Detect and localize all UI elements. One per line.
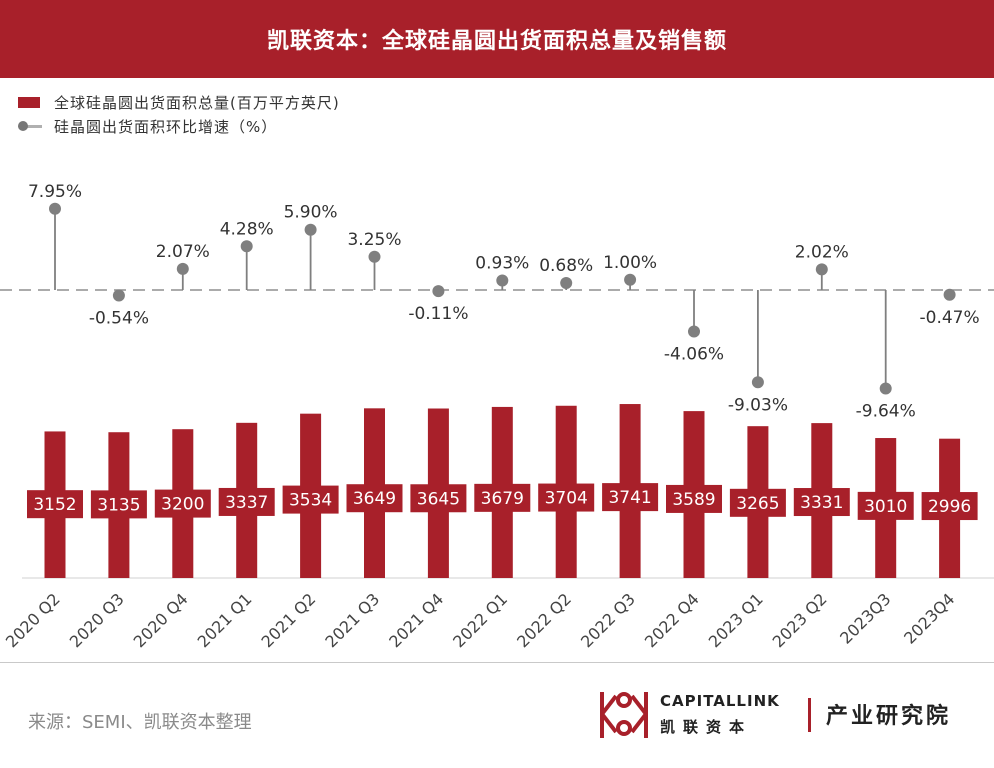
bar-value-label-0: 3152 — [33, 495, 76, 515]
growth-marker-7 — [496, 274, 509, 287]
bar-value-box-10 — [666, 484, 722, 513]
x-tick-label-9: 2022 Q3 — [577, 589, 639, 651]
bar-value-label-1: 3135 — [97, 495, 140, 515]
source-note: 来源：SEMI、凯联资本整理 — [28, 712, 252, 733]
growth-label-3: 4.28% — [220, 219, 274, 239]
header-banner: 凯联资本：全球硅晶圆出货面积总量及销售额 — [0, 0, 994, 78]
x-tick-label-6: 2021 Q4 — [385, 589, 447, 651]
growth-label-7: 0.93% — [475, 253, 529, 273]
growth-marker-12 — [815, 263, 828, 276]
growth-label-5: 3.25% — [347, 230, 401, 250]
growth-label-10: -4.06% — [664, 344, 724, 364]
x-tick-label-3: 2021 Q1 — [194, 589, 256, 651]
chart-legend: 全球硅晶圆出货面积总量(百万平方英尺) 硅晶圆出货面积环比增速（%） — [18, 90, 340, 138]
bar-value-label-11: 3265 — [736, 494, 779, 514]
bar-value-box-7 — [474, 483, 531, 512]
growth-marker-3 — [240, 240, 253, 253]
bar-value-label-2: 3200 — [161, 495, 204, 515]
institute-name: 产业研究院 — [826, 703, 952, 729]
growth-label-6: -0.11% — [408, 304, 468, 324]
bar-value-box-13 — [857, 491, 914, 520]
growth-label-14: -0.47% — [920, 308, 980, 328]
growth-marker-4 — [304, 223, 317, 236]
growth-label-1: -0.54% — [89, 309, 149, 329]
growth-marker-9 — [624, 273, 637, 286]
growth-marker-13 — [879, 382, 892, 395]
bar-value-box-9 — [602, 483, 659, 512]
page-title: 凯联资本：全球硅晶圆出货面积总量及销售额 — [266, 29, 727, 54]
logo-english-name: CAPITALLINK — [660, 692, 780, 710]
x-tick-label-1: 2020 Q3 — [66, 589, 128, 651]
growth-marker-0 — [49, 202, 61, 215]
legend-line-swatch — [18, 120, 42, 132]
footer-divider — [0, 662, 994, 663]
x-tick-label-5: 2021 Q3 — [321, 589, 383, 651]
logo-chinese-name: 凯联资本 — [660, 718, 753, 736]
bar-value-label-10: 3589 — [672, 490, 715, 510]
x-tick-label-14: 2023Q4 — [900, 589, 958, 647]
growth-marker-2 — [176, 262, 189, 275]
bar-value-box-11 — [729, 488, 786, 517]
growth-label-0: 7.95% — [28, 182, 82, 202]
bar-value-label-7: 3679 — [481, 489, 524, 509]
growth-label-13: -9.64% — [856, 402, 916, 422]
bar-value-label-6: 3645 — [417, 489, 460, 509]
growth-marker-8 — [560, 277, 573, 290]
x-tick-label-0: 2020 Q2 — [2, 589, 64, 651]
growth-marker-5 — [368, 250, 381, 263]
bar-value-box-6 — [410, 484, 467, 513]
growth-label-9: 1.00% — [603, 253, 657, 273]
growth-marker-11 — [751, 376, 764, 389]
legend-line-label: 硅晶圆出货面积环比增速（%） — [54, 117, 278, 136]
logo-mark-icon — [600, 692, 648, 738]
bar-value-label-8: 3704 — [545, 489, 588, 509]
x-tick-label-7: 2022 Q1 — [449, 589, 511, 651]
x-tick-label-13: 2023Q3 — [836, 589, 894, 647]
growth-marker-14 — [943, 288, 956, 301]
legend-item-line: 硅晶圆出货面积环比增速（%） — [18, 114, 340, 138]
bar-value-box-5 — [346, 484, 403, 513]
x-tick-label-12: 2023 Q2 — [769, 589, 831, 651]
bar-value-box-4 — [282, 485, 339, 514]
legend-item-bar: 全球硅晶圆出货面积总量(百万平方英尺) — [18, 90, 340, 114]
growth-label-11: -9.03% — [728, 395, 788, 415]
x-tick-label-2: 2020 Q4 — [130, 589, 192, 651]
growth-marker-1 — [112, 289, 125, 302]
bar-value-label-9: 3741 — [608, 488, 651, 508]
bar-value-box-14 — [921, 492, 978, 521]
x-tick-label-11: 2023 Q1 — [705, 589, 767, 651]
x-tick-label-10: 2022 Q4 — [641, 589, 703, 651]
growth-label-2: 2.07% — [156, 242, 210, 262]
x-tick-label-8: 2022 Q2 — [513, 589, 575, 651]
bar-value-box-1 — [90, 490, 147, 519]
capitallink-logo: CAPITALLINK 凯联资本 产业研究院 — [594, 686, 974, 746]
bar-value-label-4: 3534 — [289, 491, 332, 511]
bar-value-box-2 — [154, 489, 211, 518]
legend-bar-label: 全球硅晶圆出货面积总量(百万平方英尺) — [54, 93, 340, 112]
bar-value-label-14: 2996 — [928, 497, 971, 517]
growth-marker-10 — [688, 325, 700, 338]
logo-separator — [808, 698, 811, 732]
growth-label-8: 0.68% — [539, 256, 593, 276]
x-tick-label-4: 2021 Q2 — [258, 589, 320, 651]
bar-value-label-13: 3010 — [864, 497, 907, 517]
growth-label-4: 5.90% — [284, 203, 338, 223]
growth-and-shipment-chart: 3152 7.95% 2020 Q2 3135 -0.54% 2020 Q3 3200 2.0… — [0, 182, 994, 651]
bar-value-label-5: 3649 — [353, 489, 396, 509]
bar-value-label-12: 3331 — [800, 493, 843, 513]
growth-label-12: 2.02% — [795, 242, 849, 262]
legend-bar-swatch — [18, 96, 40, 108]
growth-marker-6 — [432, 285, 445, 298]
bar-value-box-0 — [27, 490, 83, 519]
bar-value-label-3: 3337 — [225, 493, 268, 513]
bar-value-box-12 — [793, 488, 850, 517]
bar-value-box-3 — [218, 487, 275, 516]
bar-value-box-8 — [538, 483, 595, 512]
